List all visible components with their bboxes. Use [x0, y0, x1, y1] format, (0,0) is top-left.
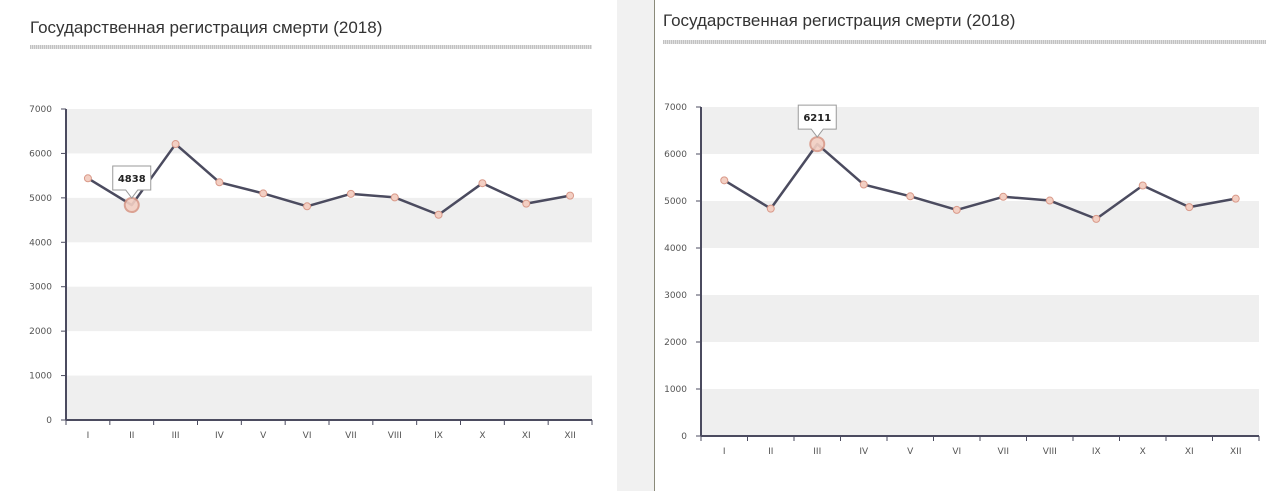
- grid-band: [701, 107, 1259, 154]
- tooltip-value: 4838: [118, 174, 146, 185]
- x-tick-label: XII: [564, 431, 575, 441]
- grid-band: [66, 286, 592, 332]
- x-tick-label: III: [172, 431, 180, 441]
- data-point: [522, 199, 531, 208]
- tooltip-value: 6211: [803, 113, 831, 124]
- x-tick-label: IV: [215, 431, 225, 441]
- x-tick-label: XI: [1185, 447, 1194, 457]
- x-tick-label: I: [723, 447, 726, 457]
- y-tick-label: 1000: [29, 372, 52, 382]
- y-tick-label: 0: [46, 416, 52, 426]
- x-tick-label: III: [813, 447, 821, 457]
- series-line: [723, 142, 1236, 221]
- data-point: [478, 179, 487, 188]
- x-tick-label: X: [1140, 447, 1146, 457]
- x-tick-label: IX: [434, 431, 443, 441]
- y-tick-label: 2000: [664, 338, 687, 348]
- x-tick-label: VI: [952, 447, 961, 457]
- data-point: [766, 204, 775, 213]
- data-point: [215, 178, 224, 187]
- y-tick-label: 5000: [29, 194, 52, 204]
- data-point-highlighted: [809, 136, 826, 153]
- grid-band: [701, 201, 1259, 248]
- data-point: [1138, 181, 1147, 190]
- data-point: [83, 174, 92, 183]
- data-point: [1092, 214, 1101, 223]
- data-point: [720, 176, 729, 185]
- grid-band: [66, 109, 592, 154]
- chart-panel-right: Государственная регистрация смерти (2018…: [654, 0, 1280, 491]
- data-point-highlighted: [123, 197, 140, 214]
- data-point: [859, 180, 868, 189]
- y-tick-label: 3000: [29, 283, 52, 293]
- x-tick-label: V: [260, 431, 267, 441]
- data-point: [434, 210, 443, 219]
- data-point: [259, 189, 268, 198]
- data-point: [1045, 196, 1054, 205]
- data-point: [566, 191, 575, 200]
- x-tick-label: XII: [1230, 447, 1241, 457]
- data-point: [906, 192, 915, 201]
- y-tick-label: 0: [681, 432, 687, 442]
- x-tick-label: VIII: [388, 431, 402, 441]
- x-tick-label: VII: [998, 447, 1009, 457]
- x-tick-label: X: [479, 431, 485, 441]
- x-tick-label: XI: [522, 431, 531, 441]
- y-tick-label: 5000: [664, 197, 687, 207]
- chart-panel-left: Государственная регистрация смерти (2018…: [0, 0, 617, 491]
- data-point: [1185, 203, 1194, 212]
- y-tick-label: 7000: [29, 105, 52, 115]
- x-tick-label: VI: [303, 431, 312, 441]
- x-tick-label: VIII: [1043, 447, 1057, 457]
- y-tick-label: 2000: [29, 327, 52, 337]
- data-point: [390, 193, 399, 202]
- data-point: [303, 202, 312, 211]
- y-tick-label: 6000: [664, 150, 687, 160]
- grid-band: [701, 389, 1259, 436]
- data-point: [952, 205, 961, 214]
- y-tick-label: 4000: [664, 244, 687, 254]
- x-tick-label: IV: [859, 447, 869, 457]
- data-point: [171, 140, 180, 149]
- x-tick-label: I: [87, 431, 90, 441]
- y-tick-label: 6000: [29, 149, 52, 159]
- series-line: [87, 142, 571, 216]
- title-underline: [30, 45, 592, 49]
- data-point: [999, 192, 1008, 201]
- y-tick-label: 4000: [29, 238, 52, 248]
- grid-band: [66, 197, 592, 243]
- y-tick-label: 1000: [664, 385, 687, 395]
- x-tick-label: IX: [1092, 447, 1101, 457]
- y-tick-label: 7000: [664, 103, 687, 113]
- chart-title: Государственная регистрация смерти (2018…: [30, 18, 383, 37]
- y-tick-label: 3000: [664, 291, 687, 301]
- chart-title: Государственная регистрация смерти (2018…: [663, 11, 1016, 30]
- tooltip-box: [112, 165, 152, 199]
- x-tick-label: V: [907, 447, 914, 457]
- x-tick-label: II: [129, 431, 134, 441]
- data-point: [346, 189, 355, 198]
- title-underline: [663, 40, 1266, 44]
- tooltip-box: [797, 104, 837, 138]
- grid-band: [701, 295, 1259, 342]
- x-tick-label: II: [768, 447, 773, 457]
- data-point: [1231, 194, 1240, 203]
- grid-band: [66, 375, 592, 420]
- x-tick-label: VII: [345, 431, 356, 441]
